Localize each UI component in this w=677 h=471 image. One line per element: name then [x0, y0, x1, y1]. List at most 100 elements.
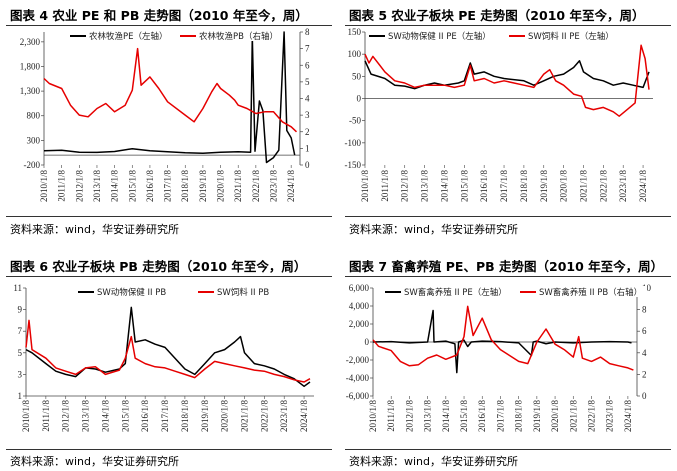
y-tick-label: -100 — [345, 138, 362, 148]
x-tick-label: 2013/1/8 — [81, 400, 91, 433]
y-tick-label: -150 — [345, 160, 362, 170]
y2-tick-label: 1 — [305, 143, 310, 153]
chart-panel-5: 图表 5 农业子板块 PE 走势图（2010 年至今，周） -150 -100 -5… — [339, 0, 677, 236]
chart-panel-4: 图表 4 农业 PE 和 PB 走势图（2010 年至今，周） -200 300 8… — [0, 0, 338, 236]
x-tick-label: 2022/1/8 — [598, 170, 608, 203]
y2-tick-label: 6 — [642, 326, 647, 336]
y-tick-label: 300 — [27, 135, 41, 145]
chart-5-subsector-pe: -150 -100 -50 0 50 100 150 2010/1/8 2011/1/8 2012… — [345, 27, 653, 203]
x-tick-label: 2017/1/8 — [160, 400, 170, 433]
x-tick-label: 2015/1/8 — [459, 400, 469, 433]
y-tick-label: 11 — [13, 283, 22, 293]
x-tick-label: 2014/1/8 — [110, 170, 120, 203]
series-line-1 — [25, 319, 311, 383]
x-tick-label: 2016/1/8 — [140, 400, 150, 433]
x-tick-label: 2018/1/8 — [180, 400, 190, 433]
y2-tick-label: 8 — [642, 305, 647, 315]
y-tick-label: 1 — [18, 391, 23, 401]
chart-title: 图表 7 畜禽养殖 PE、PB 走势图（2010 年至今，周） — [349, 259, 664, 274]
y-tick-label: -4,000 — [346, 373, 370, 383]
x-tick-label: 2016/1/8 — [145, 170, 155, 203]
series-line-1 — [43, 47, 298, 133]
series-line-1 — [372, 305, 634, 371]
y2-tick-label: 2 — [642, 369, 647, 379]
x-tick-label: 2021/1/8 — [233, 170, 243, 203]
y-tick-label: 1,800 — [20, 61, 41, 71]
x-tick-label: 2019/1/8 — [200, 400, 210, 433]
x-tick-label: 2014/1/8 — [439, 170, 449, 203]
x-tick-label: 2012/1/8 — [61, 400, 71, 433]
x-tick-label: 2024/1/8 — [299, 400, 309, 433]
title-rule — [6, 25, 332, 26]
x-tick-label: 2012/1/8 — [400, 170, 410, 203]
chart-panel-7: 图表 7 畜禽养殖 PE、PB 走势图（2010 年至今，周） -6,000 -4… — [339, 236, 677, 471]
legend-bg — [76, 286, 190, 297]
title-rule — [345, 276, 671, 277]
y-tick-label: 5 — [18, 348, 23, 358]
y-tick-label: 800 — [27, 111, 41, 121]
x-tick-label: 2024/1/8 — [638, 170, 648, 203]
x-tick-label: 2024/1/8 — [623, 400, 633, 433]
x-tick-label: 2010/1/8 — [21, 400, 31, 433]
series-line-0 — [372, 309, 632, 374]
chart-title: 图表 5 农业子板块 PE 走势图（2010 年至今，周） — [349, 8, 645, 23]
source-rule — [345, 449, 671, 450]
legend-label: SW动物保健 II PE（左轴） — [388, 31, 491, 42]
source-rule — [345, 216, 671, 217]
chart-6-subsector-pb: 1 3 5 7 9 11 2010/1/8 2011/1/8 2012/1/8 2013/1/8 2… — [13, 283, 314, 433]
x-tick-label: 2018/1/8 — [180, 170, 190, 203]
legend-bg — [383, 286, 512, 297]
x-tick-label: 2013/1/8 — [420, 170, 430, 203]
x-tick-label: 2019/1/8 — [532, 400, 542, 433]
chart-4-pe-pb: -200 300 800 1,300 1,800 2,300 0 1 2 3 4 5 6 7 8 2010/1… — [20, 27, 310, 203]
chart-source: 资料来源：wind，华安证券研究所 — [10, 455, 180, 468]
series-line-1 — [364, 44, 650, 117]
x-tick-label: 2023/1/8 — [618, 170, 628, 203]
legend-bg — [178, 30, 282, 41]
y-tick-label: 9 — [18, 305, 23, 315]
x-tick-label: 2021/1/8 — [568, 400, 578, 433]
x-tick-label: 2020/1/8 — [216, 170, 226, 203]
x-tick-label: 2019/1/8 — [539, 170, 549, 203]
chart-source: 资料来源：wind，华安证券研究所 — [10, 223, 180, 236]
series-line-0 — [364, 60, 650, 90]
y2-tick-label: 3 — [305, 110, 310, 120]
x-tick-label: 2010/1/8 — [368, 400, 378, 433]
source-rule — [6, 216, 332, 217]
y2-tick-label: 4 — [305, 94, 310, 104]
x-tick-label: 2013/1/8 — [92, 170, 102, 203]
y-tick-label: 2,300 — [20, 37, 41, 47]
legend-label: 农林牧渔PB（右轴） — [199, 31, 278, 42]
x-tick-label: 2015/1/8 — [120, 400, 130, 433]
x-tick-label: 2021/1/8 — [239, 400, 249, 433]
x-tick-label: 2019/1/8 — [198, 170, 208, 203]
x-tick-label: 2020/1/8 — [550, 400, 560, 433]
series-line-0 — [25, 306, 311, 388]
x-tick-label: 2011/1/8 — [41, 400, 51, 432]
y-tick-label: 4,000 — [349, 301, 370, 311]
x-tick-label: 2012/1/8 — [74, 170, 84, 203]
x-tick-label: 2011/1/8 — [386, 400, 396, 432]
x-tick-label: 2022/1/8 — [586, 400, 596, 433]
x-tick-label: 2023/1/8 — [605, 400, 615, 433]
chart-title: 图表 4 农业 PE 和 PB 走势图（2010 年至今，周） — [10, 8, 308, 23]
series-line-0 — [43, 31, 296, 164]
x-tick-label: 2011/1/8 — [380, 170, 390, 202]
y-tick-label: 2,000 — [349, 319, 370, 329]
y-tick-label: -6,000 — [346, 391, 370, 401]
x-tick-label: 2010/1/8 — [39, 170, 49, 203]
y2-tick-label: 0 — [305, 160, 310, 170]
x-tick-label: 2020/1/8 — [220, 400, 230, 433]
chart-title: 图表 6 农业子板块 PB 走势图（2010 年至今，周） — [10, 259, 307, 274]
y2-tick-label: 4 — [642, 348, 647, 358]
chart-panel-6: 图表 6 农业子板块 PB 走势图（2010 年至今，周） 1 3 5 7 9 11 201… — [0, 236, 338, 471]
legend-bg — [68, 30, 172, 41]
x-tick-label: 2016/1/8 — [479, 170, 489, 203]
x-tick-label: 2017/1/8 — [163, 170, 173, 203]
x-tick-label: 2011/1/8 — [57, 170, 67, 202]
title-rule — [345, 25, 671, 26]
x-tick-label: 2017/1/8 — [495, 400, 505, 433]
x-tick-label: 2015/1/8 — [459, 170, 469, 203]
x-tick-label: 2018/1/8 — [514, 400, 524, 433]
legend-label: SW饲料 II PB — [217, 287, 269, 298]
